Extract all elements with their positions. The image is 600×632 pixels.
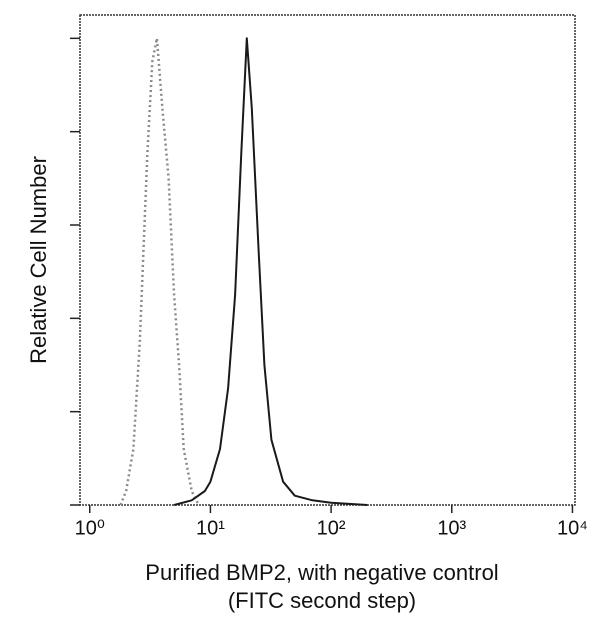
- plot-frame: [79, 14, 576, 506]
- x-tick-label: 10⁰: [75, 517, 105, 539]
- x-tick-label: 10²: [317, 517, 346, 539]
- x-axis-label: Purified BMP2, with negative control: [145, 560, 498, 585]
- histogram-line: [119, 37, 200, 506]
- x-axis-label: (FITC second step): [228, 588, 416, 613]
- y-axis-label: Relative Cell Number: [26, 156, 51, 364]
- x-tick-label: 10¹: [196, 517, 225, 539]
- x-tick-label: 10³: [437, 517, 466, 539]
- x-tick-label: 10⁴: [557, 517, 588, 539]
- histogram-line: [173, 37, 368, 506]
